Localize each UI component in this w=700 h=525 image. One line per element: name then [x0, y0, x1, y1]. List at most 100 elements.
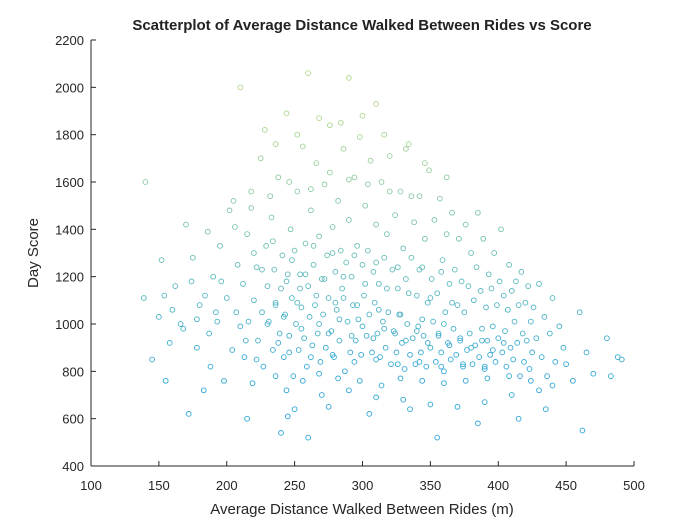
data-point	[324, 252, 331, 259]
data-point	[507, 344, 514, 351]
data-point	[454, 403, 461, 410]
data-point	[305, 283, 312, 289]
data-point	[527, 377, 534, 384]
data-point	[541, 314, 548, 320]
data-point	[234, 261, 241, 268]
data-point	[289, 257, 295, 263]
data-point	[549, 382, 556, 389]
data-point	[491, 250, 498, 256]
x-tick-label: 100	[80, 478, 102, 493]
y-tick-label: 800	[62, 364, 84, 379]
data-point	[237, 84, 244, 91]
data-point	[321, 181, 328, 188]
data-point	[347, 349, 354, 356]
data-point	[339, 285, 345, 292]
data-point	[306, 314, 313, 320]
data-point	[276, 330, 283, 337]
data-point	[508, 392, 515, 398]
data-point	[346, 176, 352, 183]
data-point	[382, 344, 389, 351]
x-tick-label: 350	[420, 478, 442, 493]
data-point	[316, 370, 322, 377]
data-point	[169, 306, 176, 313]
data-point	[426, 167, 432, 174]
data-point	[337, 119, 344, 126]
data-point	[542, 406, 549, 413]
data-point	[272, 141, 279, 147]
data-point	[409, 335, 416, 342]
data-point	[450, 325, 457, 332]
data-point	[481, 363, 488, 370]
data-point	[280, 314, 287, 320]
y-tick-label: 2000	[55, 80, 84, 95]
data-point	[183, 221, 189, 228]
data-point	[604, 335, 610, 342]
data-point	[401, 366, 408, 372]
data-point	[389, 266, 396, 273]
data-point	[264, 283, 271, 289]
data-point	[320, 311, 326, 318]
data-point	[432, 359, 439, 365]
data-point	[563, 361, 569, 368]
data-point	[462, 221, 469, 228]
data-point	[484, 337, 491, 344]
data-point	[427, 344, 434, 351]
data-point	[494, 302, 500, 308]
data-point	[329, 351, 336, 358]
data-point	[240, 280, 246, 287]
data-point	[299, 143, 306, 150]
data-point	[533, 335, 540, 342]
data-point	[314, 330, 321, 337]
data-point	[329, 250, 336, 256]
data-point	[415, 323, 422, 330]
data-point	[340, 295, 347, 301]
data-point	[280, 354, 287, 360]
data-point	[424, 299, 431, 306]
data-point	[343, 259, 350, 266]
data-point	[488, 285, 495, 292]
data-point	[381, 325, 388, 332]
data-point	[449, 299, 455, 306]
data-point	[188, 278, 195, 285]
x-tick-label: 400	[487, 478, 509, 493]
data-point	[362, 280, 369, 287]
data-point	[513, 278, 519, 285]
data-point	[427, 401, 434, 408]
data-point	[477, 288, 484, 294]
data-point	[365, 181, 371, 188]
data-point	[335, 375, 341, 382]
data-point	[161, 292, 168, 299]
data-point	[441, 380, 447, 387]
data-point	[449, 209, 455, 216]
data-point	[446, 342, 453, 349]
data-point	[413, 328, 420, 334]
data-point	[446, 280, 453, 287]
data-point	[226, 207, 233, 214]
data-point	[377, 354, 383, 360]
data-point	[298, 325, 305, 332]
data-point	[441, 321, 447, 327]
data-point	[361, 292, 367, 299]
data-point	[419, 316, 426, 323]
data-point	[356, 134, 363, 140]
data-point	[264, 321, 271, 327]
data-point	[253, 264, 260, 271]
data-point	[416, 193, 423, 200]
data-point	[294, 188, 301, 195]
data-point	[359, 323, 366, 330]
data-point	[194, 344, 200, 351]
data-point	[427, 295, 434, 301]
data-point	[249, 380, 256, 387]
data-point	[498, 226, 504, 233]
data-point	[316, 115, 322, 121]
data-point	[384, 285, 390, 292]
data-point	[370, 335, 377, 342]
data-point	[313, 292, 320, 299]
data-point	[332, 269, 339, 275]
data-point	[214, 318, 221, 325]
data-point	[336, 337, 343, 344]
data-point	[428, 276, 435, 282]
data-point	[443, 174, 450, 181]
data-point	[204, 228, 211, 235]
data-point	[447, 356, 454, 363]
